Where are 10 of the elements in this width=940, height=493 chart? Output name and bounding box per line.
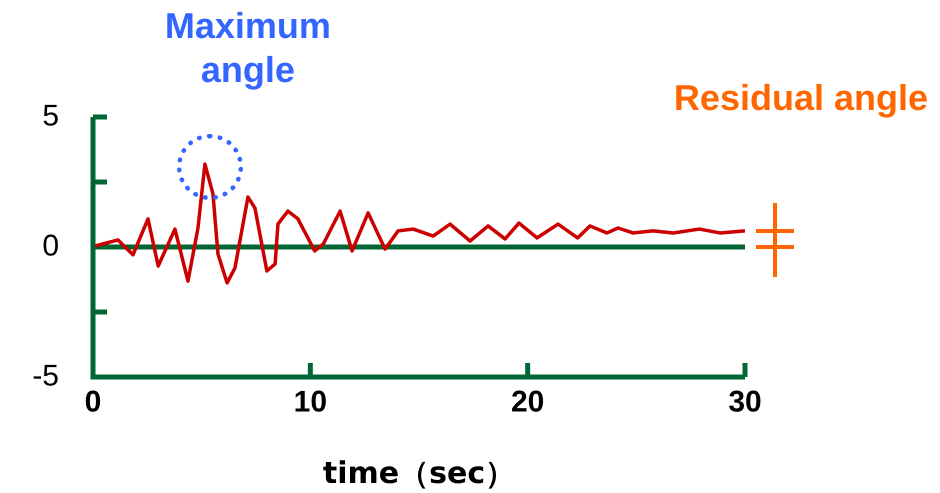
x-tick-label: 20 [510,385,544,418]
y-tick-label: 0 [42,229,59,262]
y-tick-label: -5 [32,359,59,392]
x-axis-title: time（sec） [322,456,516,491]
y-tick-label: 5 [42,99,59,132]
annotation: Maximum angle [164,4,332,92]
annotation: Residual angle [674,76,928,120]
x-tick-label: 30 [728,385,762,418]
x-tick-label: 0 [84,385,102,418]
x-tick-label: 10 [294,385,328,418]
